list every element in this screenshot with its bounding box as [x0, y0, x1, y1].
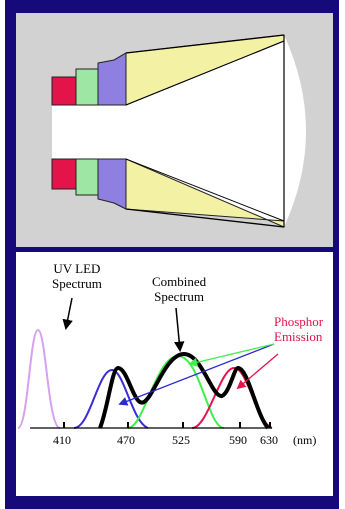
spectrum-plot: [17, 297, 279, 430]
cone-interior: [52, 35, 284, 227]
spectrum-panel: UV LED Spectrum Combined Spectrum Phosph…: [16, 252, 333, 496]
lower-blue-phosphor: [97, 158, 127, 210]
blue-emission-curve: [73, 368, 149, 429]
tick-label-470: 470: [117, 433, 135, 447]
uv-led-label-line1: UV LED: [53, 261, 101, 276]
lens-dome: [284, 35, 306, 227]
upper-blue-phosphor: [97, 52, 127, 106]
combined-spectrum-curve: [98, 351, 270, 430]
uv-led-curve: [17, 328, 61, 429]
led-diagram-panel: [16, 13, 333, 247]
axis-unit-label: (nm): [293, 433, 317, 447]
uv-label-arrow: [62, 297, 73, 331]
led-diagram: [51, 34, 306, 228]
tick-label-630: 630: [260, 433, 278, 447]
upper-green-phosphor: [75, 68, 99, 106]
tick-label-525: 525: [172, 433, 190, 447]
combined-spectrum-label: Combined Spectrum: [152, 274, 206, 304]
combined-label-line1: Combined: [152, 274, 207, 289]
upper-red-phosphor: [51, 76, 77, 106]
phosphor-arrow-blue: [118, 343, 275, 406]
lower-green-phosphor: [75, 158, 99, 196]
uv-led-label: UV LED Spectrum: [52, 261, 102, 291]
tick-label-590: 590: [229, 433, 247, 447]
tick-label-410: 410: [53, 433, 71, 447]
green-emission-curve: [127, 354, 225, 429]
phosphor-arrow-green: [188, 343, 275, 367]
combined-label-line2: Spectrum: [154, 289, 204, 304]
lower-red-phosphor: [51, 158, 77, 190]
phosphor-emission-label: Phosphor Emission: [274, 314, 323, 344]
phosphor-arrow-red: [236, 353, 279, 390]
combined-label-arrow: [173, 307, 185, 353]
phosphor-label-line1: Phosphor: [274, 314, 324, 329]
phosphor-label-line2: Emission: [274, 329, 323, 344]
uv-led-label-line2: Spectrum: [52, 276, 102, 291]
